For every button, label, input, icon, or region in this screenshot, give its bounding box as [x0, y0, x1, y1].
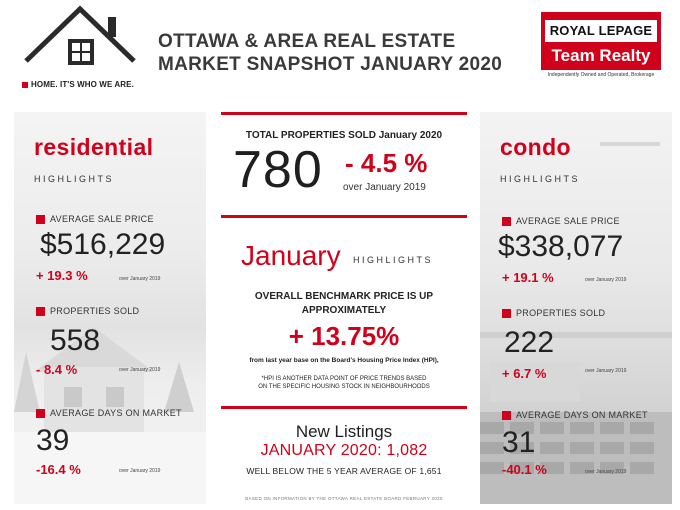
label-text: PROPERTIES SOLD [50, 306, 140, 316]
red-square-icon [502, 216, 511, 226]
red-square-icon [36, 306, 45, 316]
condo-interior-image [480, 142, 672, 504]
new-listings-label: New Listings [295, 422, 393, 441]
condo-sold-label: PROPERTIES SOLD [502, 308, 605, 318]
new-listings-compare: WELL BELOW THE 5 YEAR AVERAGE OF 1,651 [246, 466, 442, 476]
residential-avg-price: $516,229 [40, 228, 166, 261]
label-text: AVERAGE DAYS ON MARKET [516, 410, 648, 420]
red-square-icon [36, 214, 45, 224]
benchmark-text: OVERALL BENCHMARK PRICE IS UP APPROXIMAT… [221, 290, 467, 318]
condo-sold: 222 [504, 326, 555, 359]
label-text: PROPERTIES SOLD [516, 308, 606, 318]
source-note: BASED ON INFORMATION BY THE OTTAWA REAL … [245, 496, 443, 501]
condo-avg-price-change: + 19.1 % [502, 270, 554, 285]
month-title: January [241, 240, 341, 271]
tagline-text: HOME. IT'S WHO WE ARE. [31, 80, 134, 89]
residential-sold-change: - 8.4 % [36, 362, 78, 377]
brand-sub: Independently Owned and Operated, Broker… [547, 72, 655, 78]
house-icon [24, 5, 136, 65]
hpi-note-line1: *HPI IS ANOTHER DATA POINT OF PRICE TREN… [261, 376, 427, 382]
residential-dom: 39 [36, 424, 70, 457]
label-text: AVERAGE SALE PRICE [50, 214, 154, 224]
residential-sold-over: over January 2019 [119, 367, 161, 373]
brand-box: ROYAL LEPAGE Team Realty [541, 12, 661, 70]
condo-highlights: HIGHLIGHTS [500, 174, 581, 184]
total-sold-change: - 4.5 % [345, 148, 428, 178]
hpi-note: *HPI IS ANOTHER DATA POINT OF PRICE TREN… [221, 375, 467, 391]
divider [221, 406, 467, 409]
title-line1: OTTAWA & AREA REAL ESTATE [158, 31, 456, 52]
label-text: AVERAGE SALE PRICE [516, 216, 620, 226]
tagline: HOME. IT'S WHO WE ARE. [22, 80, 134, 89]
red-square-icon [36, 408, 45, 418]
condo-dom-change: -40.1 % [502, 462, 547, 477]
benchmark-change: + 13.75% [288, 321, 400, 351]
winter-house-image [14, 327, 206, 504]
residential-sold: 558 [50, 324, 101, 357]
residential-highlights: HIGHLIGHTS [34, 174, 115, 184]
residential-title: residential [34, 134, 154, 160]
residential-dom-label: AVERAGE DAYS ON MARKET [36, 408, 182, 418]
total-sold: 780 [233, 141, 323, 199]
red-square-icon [22, 81, 28, 88]
page-title: OTTAWA & AREA REAL ESTATE MARKET SNAPSHO… [158, 30, 502, 76]
condo-sold-over: over January 2019 [585, 368, 627, 374]
residential-panel: residential HIGHLIGHTS AVERAGE SALE PRIC… [14, 112, 206, 504]
condo-title: condo [500, 134, 571, 160]
residential-avg-price-over: over January 2019 [119, 276, 161, 282]
center-column: TOTAL PROPERTIES SOLD January 2020 780 -… [221, 112, 467, 504]
benchmark-line2: APPROXIMATELY [301, 305, 387, 316]
divider [221, 112, 467, 115]
condo-avg-price-label: AVERAGE SALE PRICE [502, 216, 620, 226]
benchmark-line1: OVERALL BENCHMARK PRICE IS UP [254, 291, 434, 302]
condo-avg-price-over: over January 2019 [585, 277, 627, 283]
red-square-icon [502, 308, 511, 318]
condo-dom: 31 [502, 426, 536, 459]
benchmark-from: from last year base on the Board's Housi… [249, 357, 439, 364]
condo-dom-label: AVERAGE DAYS ON MARKET [502, 410, 648, 420]
divider [221, 215, 467, 218]
residential-dom-over: over January 2019 [119, 468, 161, 474]
residential-avg-price-label: AVERAGE SALE PRICE [36, 214, 154, 224]
condo-avg-price: $338,077 [498, 230, 624, 263]
residential-dom-change: -16.4 % [36, 462, 81, 477]
condo-panel: condo HIGHLIGHTS AVERAGE SALE PRICE $338… [480, 112, 672, 504]
new-listings-value: JANUARY 2020: 1,082 [260, 442, 428, 459]
red-square-icon [502, 410, 511, 420]
label-text: AVERAGE DAYS ON MARKET [50, 408, 182, 418]
total-sold-label: TOTAL PROPERTIES SOLD January 2020 [245, 130, 443, 141]
hpi-note-line2: ON THE SPECIFIC HOUSING STOCK IN NEIGHBO… [258, 384, 430, 390]
month-highlights: HIGHLIGHTS [353, 255, 434, 265]
brand-line1: ROYAL LEPAGE [545, 20, 657, 42]
residential-avg-price-change: + 19.3 % [36, 268, 88, 283]
title-line2: MARKET SNAPSHOT JANUARY 2020 [158, 54, 503, 75]
residential-sold-label: PROPERTIES SOLD [36, 306, 139, 316]
brand-line2: Team Realty [551, 46, 651, 65]
brand-logo: ROYAL LEPAGE Team Realty Independently O… [541, 12, 661, 82]
condo-dom-over: over January 2019 [585, 469, 627, 475]
condo-sold-change: + 6.7 % [502, 366, 547, 381]
header: HOME. IT'S WHO WE ARE. OTTAWA & AREA REA… [0, 0, 680, 100]
total-sold-over: over January 2019 [343, 182, 426, 193]
